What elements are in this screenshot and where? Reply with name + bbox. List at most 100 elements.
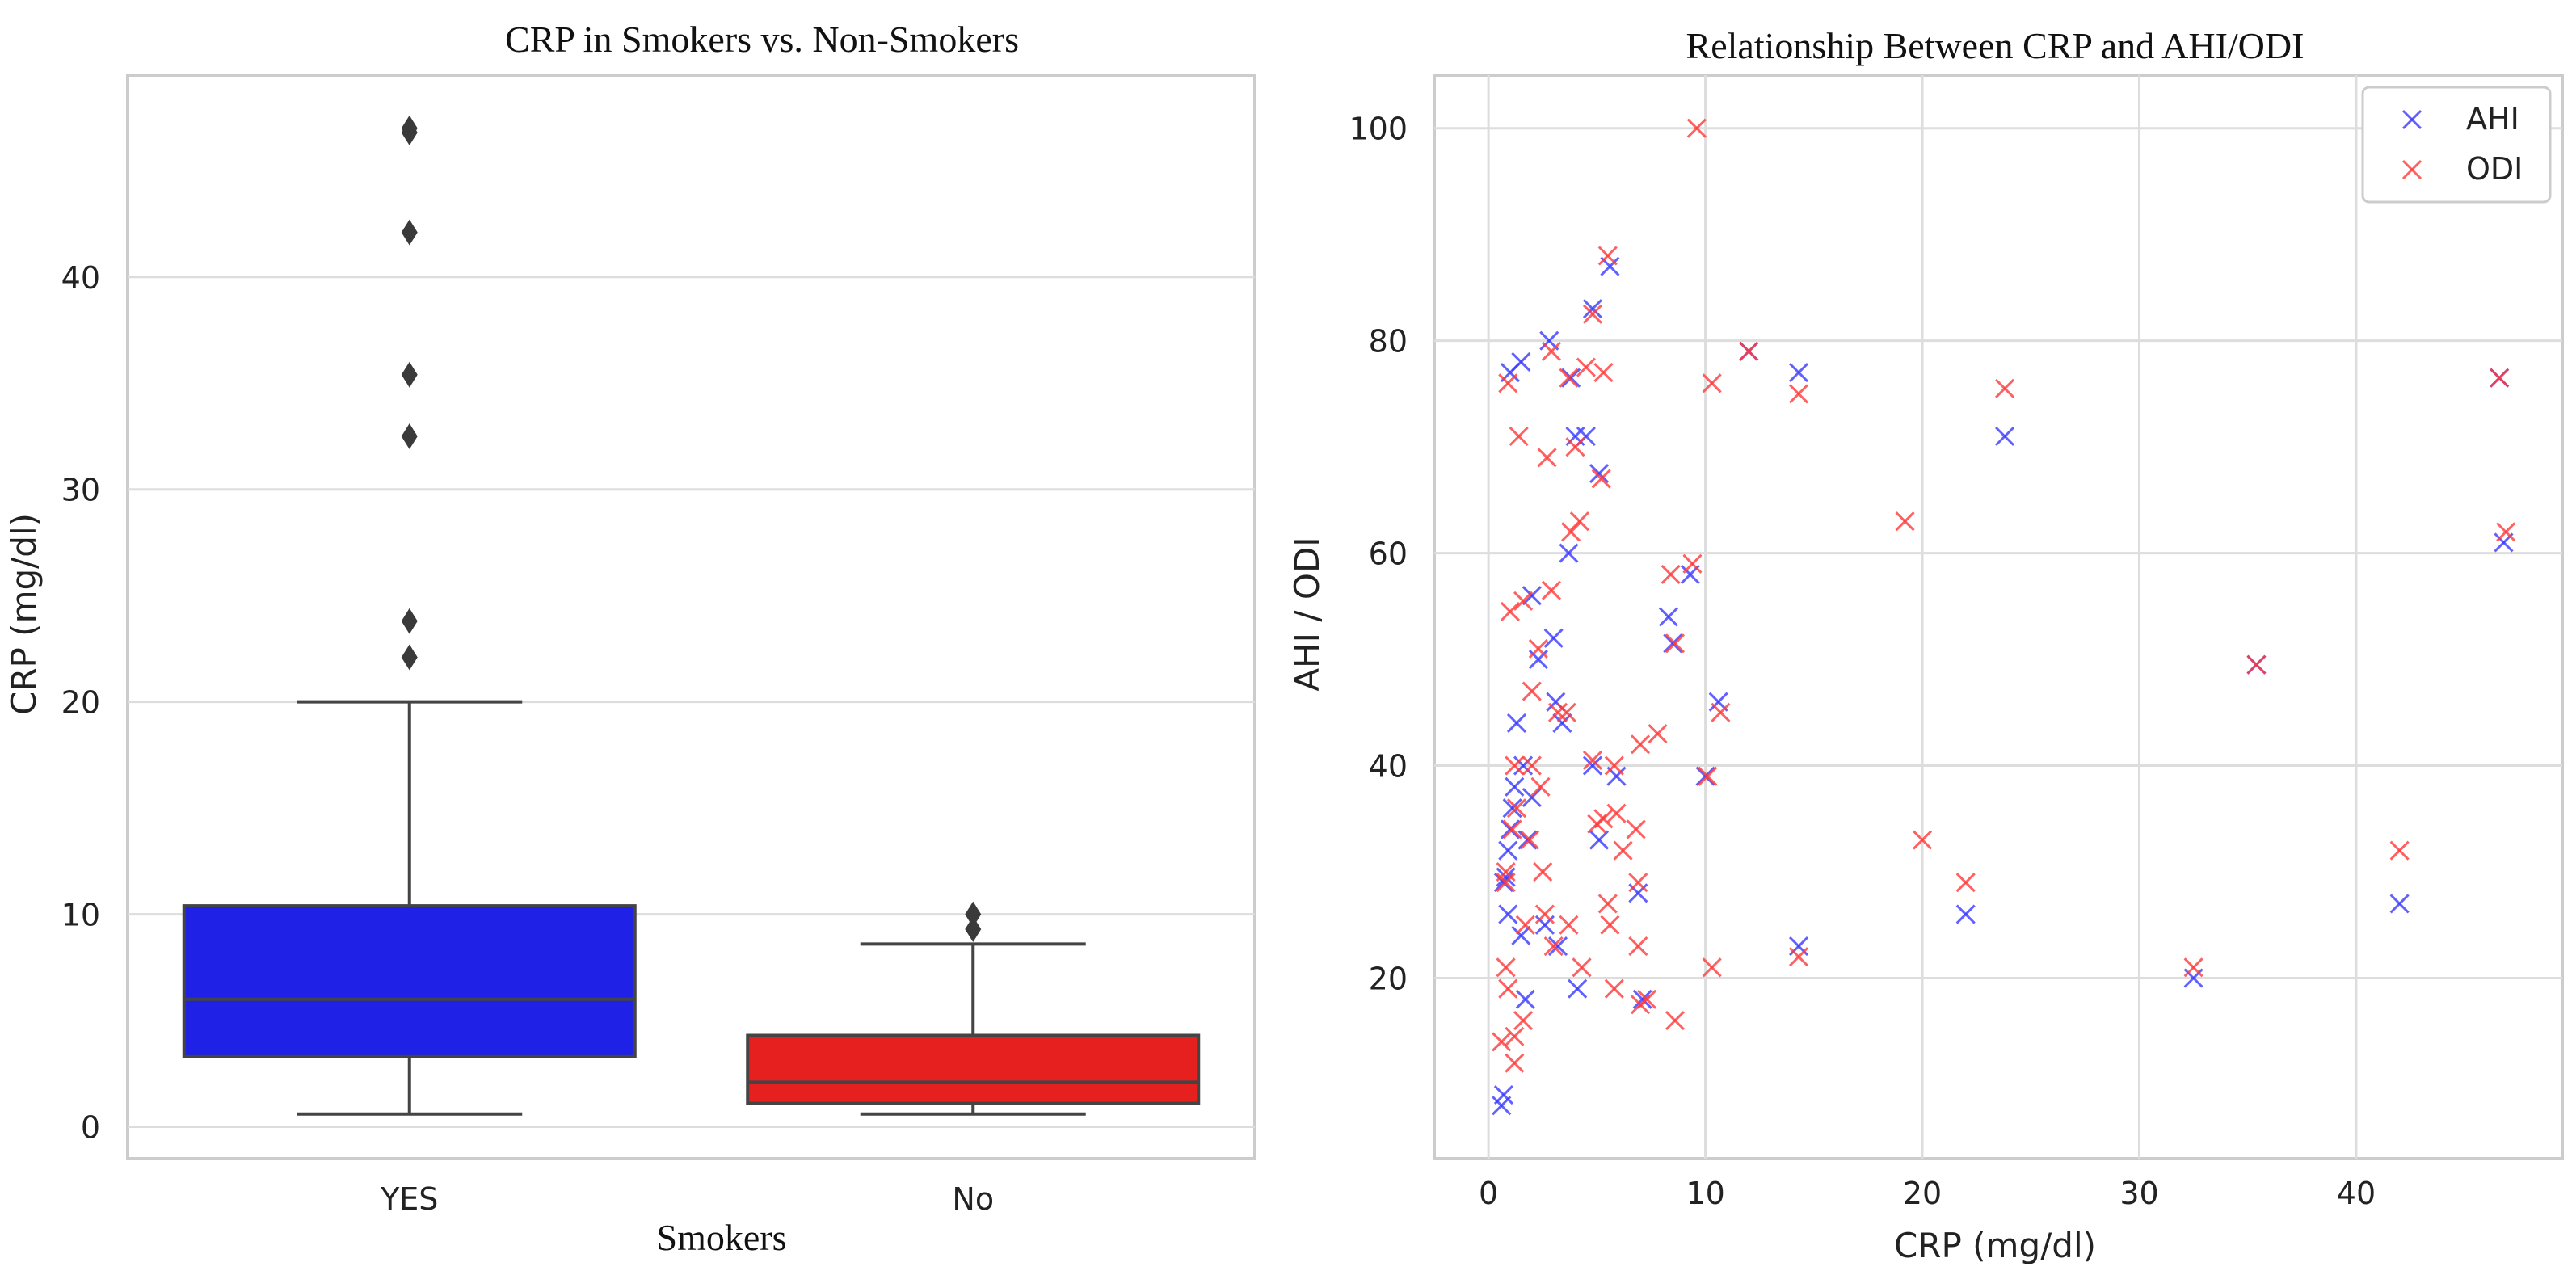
scatter-point-odi <box>1955 873 1976 893</box>
marker-stroke <box>1604 755 1624 776</box>
marker-stroke <box>1513 1011 1534 1031</box>
marker-stroke <box>1552 713 1572 734</box>
scatter-point-odi <box>1591 469 1611 489</box>
marker-stroke <box>1513 755 1534 776</box>
marker-stroke <box>1559 368 1579 388</box>
scatter-point-odi <box>1682 553 1703 574</box>
scatter-point-ahi <box>1511 925 1531 945</box>
scatter-point-ahi <box>1582 755 1603 776</box>
scatter-point-odi <box>1597 894 1618 914</box>
scatter-point-ahi <box>1695 766 1715 786</box>
scatter-point-ahi <box>1498 904 1518 924</box>
marker-stroke <box>1506 798 1527 818</box>
scatter-point-odi <box>1604 978 1624 999</box>
scatter-point-odi <box>1505 1053 1525 1073</box>
scatter-point-ahi <box>1511 351 1531 372</box>
scatter-point-odi <box>1661 564 1681 584</box>
scatter-point-odi <box>1593 363 1614 383</box>
marker-stroke <box>1569 511 1589 532</box>
box-yes <box>182 115 637 1116</box>
scatter-point-odi <box>2389 840 2410 861</box>
legend-x-odi <box>2401 159 2422 180</box>
marker-stroke <box>1597 894 1618 914</box>
scatter-point-odi <box>1788 384 1809 404</box>
scatter-point-odi <box>1513 1011 1534 1031</box>
marker-stroke <box>1597 246 1618 266</box>
marker-stroke <box>1547 936 1568 957</box>
scatter-x-axis-label: CRP (mg/dl) <box>1894 1226 2096 1265</box>
scatter-point-odi <box>1702 373 1722 393</box>
boxplot-x-axis-label: Smokers <box>657 1217 787 1258</box>
scatter-point-odi <box>1994 378 2015 398</box>
scatter-point-ahi <box>1788 363 1809 383</box>
x-tick-label: 10 <box>1686 1176 1724 1211</box>
scatter-point-odi <box>1506 798 1527 818</box>
scatter-point-odi <box>1500 601 1521 621</box>
scatter-title: Relationship Between CRP and AHI/ODI <box>1686 25 2305 66</box>
marker-stroke <box>1500 819 1521 839</box>
marker-stroke <box>1547 702 1568 722</box>
marker-stroke <box>1498 840 1518 861</box>
scatter-point-odi <box>1537 448 1557 468</box>
marker-stroke <box>1496 867 1516 887</box>
scatter-point-ahi <box>1559 543 1579 563</box>
y-tick-label: 80 <box>1369 324 1408 360</box>
scatter-point-odi <box>1600 915 1620 935</box>
outlier-point <box>401 115 418 141</box>
outlier-point <box>401 423 418 449</box>
scatter-point-odi <box>1520 830 1540 850</box>
marker-stroke <box>1528 638 1548 659</box>
scatter-point-odi <box>1505 755 1525 776</box>
marker-stroke <box>1502 819 1522 839</box>
marker-stroke <box>1702 373 1722 393</box>
outlier-point <box>965 916 982 943</box>
marker-stroke <box>1513 591 1534 611</box>
scatter-point-odi <box>1572 957 1592 978</box>
scatter-point-ahi <box>1994 426 2015 447</box>
y-tick-label: 40 <box>1369 749 1408 785</box>
marker-stroke <box>1895 511 1915 532</box>
scatter-point-ahi <box>1658 607 1678 627</box>
marker-stroke <box>1665 1011 1686 1031</box>
marker-stroke <box>1522 787 1542 808</box>
marker-stroke <box>2401 159 2422 180</box>
scatter-point-odi <box>1509 426 1529 447</box>
marker-stroke <box>1502 798 1522 818</box>
marker-stroke <box>1628 873 1648 893</box>
marker-stroke <box>1541 341 1562 361</box>
marker-stroke <box>1613 840 1633 861</box>
y-tick-label: 60 <box>1369 537 1408 572</box>
x-tick-label: YES <box>380 1181 438 1217</box>
scatter-gridlines <box>1434 75 2562 1159</box>
marker-stroke <box>1576 357 1596 377</box>
scatter-point-ahi <box>1493 1085 1513 1105</box>
marker-stroke <box>1994 378 2015 398</box>
marker-stroke <box>1515 915 1535 935</box>
scatter-point-odi <box>1513 591 1534 611</box>
marker-stroke <box>1582 304 1603 324</box>
scatter-point-ahi <box>1543 628 1564 648</box>
marker-stroke <box>1628 936 1648 957</box>
scatter-point-ahi <box>1506 713 1527 734</box>
marker-stroke <box>1517 830 1538 850</box>
marker-stroke <box>1500 601 1521 621</box>
legend-label-odi: ODI <box>2466 151 2523 187</box>
marker-stroke <box>1626 819 1646 839</box>
scatter-point-ahi <box>1517 830 1538 850</box>
scatter-point-ahi <box>1522 787 1542 808</box>
marker-stroke <box>1788 384 1809 404</box>
scatter-point-odi <box>1522 755 1542 776</box>
scatter-point-odi <box>1522 681 1542 701</box>
scatter-point-odi <box>1604 755 1624 776</box>
scatter-point-odi <box>1648 724 1668 744</box>
scatter-point-odi <box>1912 830 1933 850</box>
scatter-point-odi <box>1626 819 1646 839</box>
marker-stroke <box>1498 904 1518 924</box>
marker-stroke <box>1515 989 1535 1009</box>
scatter-point-ahi <box>1496 867 1516 887</box>
marker-stroke <box>1912 830 1933 850</box>
marker-stroke <box>1665 633 1686 654</box>
scatter-point-ahi <box>1505 776 1525 797</box>
scatter-point-odi <box>1533 861 1553 882</box>
